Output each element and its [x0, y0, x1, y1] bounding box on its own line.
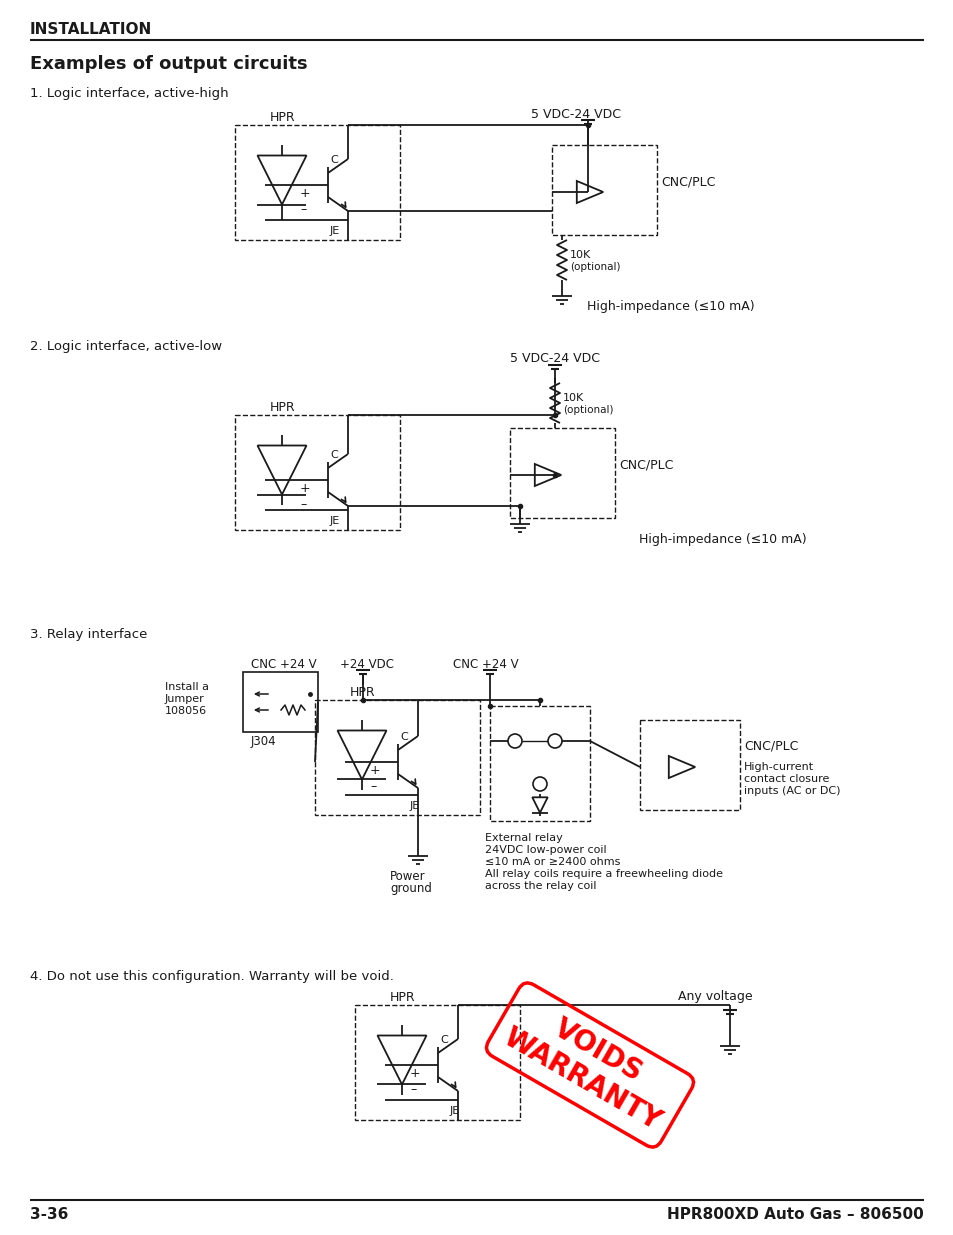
- Text: 24VDC low-power coil: 24VDC low-power coil: [484, 845, 606, 855]
- Text: High-impedance (≤10 mA): High-impedance (≤10 mA): [586, 300, 754, 312]
- Text: across the relay coil: across the relay coil: [484, 881, 596, 890]
- Bar: [639, 720, 740, 810]
- Text: (optional): (optional): [562, 405, 613, 415]
- Text: contact closure: contact closure: [743, 774, 828, 784]
- Text: HPR: HPR: [390, 990, 416, 1004]
- Text: C: C: [330, 156, 337, 165]
- Text: 4. Do not use this configuration. Warranty will be void.: 4. Do not use this configuration. Warran…: [30, 969, 394, 983]
- Bar: [552, 144, 657, 235]
- Text: ≤10 mA or ≥2400 ohms: ≤10 mA or ≥2400 ohms: [484, 857, 619, 867]
- Text: J304: J304: [251, 735, 276, 748]
- Text: CNC/PLC: CNC/PLC: [743, 740, 798, 753]
- Text: CNC +24 V: CNC +24 V: [453, 658, 518, 671]
- Text: CNC/PLC: CNC/PLC: [618, 458, 673, 471]
- Text: Examples of output circuits: Examples of output circuits: [30, 56, 307, 73]
- Text: JE: JE: [410, 802, 420, 811]
- Text: –: –: [299, 203, 306, 216]
- Text: Power: Power: [390, 869, 425, 883]
- Bar: [355, 1005, 519, 1120]
- Text: +: +: [299, 186, 311, 200]
- Text: All relay coils require a freewheeling diode: All relay coils require a freewheeling d…: [484, 869, 722, 879]
- Text: CNC +24 V: CNC +24 V: [251, 658, 316, 671]
- Bar: [243, 672, 317, 732]
- Text: (optional): (optional): [569, 262, 619, 272]
- Text: VOIDS
WARRANTY: VOIDS WARRANTY: [497, 994, 681, 1135]
- Text: Install a: Install a: [165, 682, 209, 692]
- Text: ground: ground: [390, 882, 432, 895]
- Text: C: C: [399, 732, 407, 742]
- Text: –: –: [410, 1083, 416, 1095]
- Text: +24 VDC: +24 VDC: [339, 658, 394, 671]
- Text: 10K: 10K: [562, 393, 583, 403]
- Text: HPR800XD Auto Gas – 806500: HPR800XD Auto Gas – 806500: [666, 1207, 923, 1221]
- Text: inputs (AC or DC): inputs (AC or DC): [743, 785, 840, 797]
- Bar: [234, 415, 399, 530]
- Text: 10K: 10K: [569, 249, 591, 261]
- Text: HPR: HPR: [270, 111, 295, 124]
- Bar: [510, 429, 615, 517]
- Text: C: C: [439, 1035, 447, 1045]
- Text: High-impedance (≤10 mA): High-impedance (≤10 mA): [639, 534, 806, 546]
- Text: JE: JE: [330, 226, 340, 236]
- Text: 5 VDC-24 VDC: 5 VDC-24 VDC: [531, 107, 620, 121]
- Text: 5 VDC-24 VDC: 5 VDC-24 VDC: [510, 352, 599, 366]
- Text: INSTALLATION: INSTALLATION: [30, 22, 152, 37]
- Text: +: +: [299, 482, 311, 495]
- Text: 3. Relay interface: 3. Relay interface: [30, 629, 147, 641]
- Text: JE: JE: [450, 1107, 459, 1116]
- Text: 1. Logic interface, active-high: 1. Logic interface, active-high: [30, 86, 229, 100]
- Text: High-current: High-current: [743, 762, 813, 772]
- Text: 2. Logic interface, active-low: 2. Logic interface, active-low: [30, 340, 222, 353]
- Text: Jumper: Jumper: [165, 694, 205, 704]
- Bar: [490, 706, 589, 821]
- Text: 108056: 108056: [165, 706, 207, 716]
- Bar: [234, 125, 399, 240]
- Text: +: +: [410, 1067, 420, 1079]
- Text: 3-36: 3-36: [30, 1207, 69, 1221]
- Text: +: +: [370, 764, 380, 777]
- Text: C: C: [330, 450, 337, 459]
- Text: –: –: [299, 498, 306, 511]
- Bar: [314, 700, 479, 815]
- Text: External relay: External relay: [484, 832, 562, 844]
- Text: Any voltage: Any voltage: [678, 990, 752, 1003]
- Text: JE: JE: [330, 516, 340, 526]
- Text: –: –: [370, 781, 375, 793]
- Text: CNC/PLC: CNC/PLC: [660, 175, 715, 188]
- Text: HPR: HPR: [270, 401, 295, 414]
- Text: HPR: HPR: [350, 685, 375, 699]
